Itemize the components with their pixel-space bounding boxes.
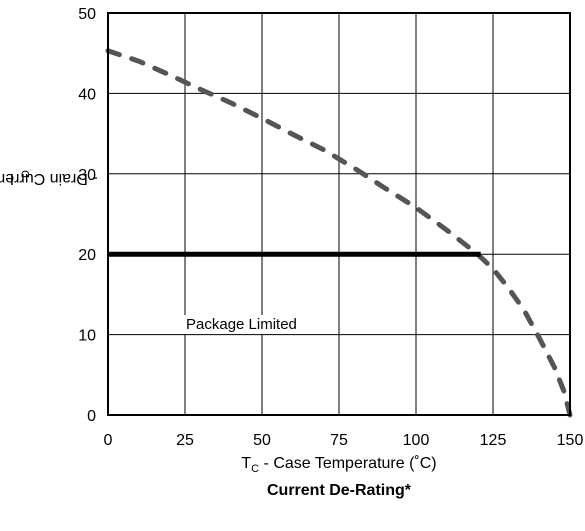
x-tick-label: 150	[557, 432, 584, 449]
y-tick-label: 10	[78, 328, 96, 345]
x-tick-label: 100	[403, 432, 430, 449]
package-limited-annotation: Package Limited	[178, 315, 305, 334]
x-axis-label: TC - Case Temperature (˚C)	[241, 455, 437, 476]
derating-curve	[105, 48, 573, 418]
x-tick-label: 50	[253, 432, 271, 449]
x-tick-label: 25	[176, 432, 194, 449]
chart-title: Current De-Rating*	[266, 482, 411, 499]
x-tick-label: 0	[104, 432, 113, 449]
y-tick-label: 50	[78, 6, 96, 23]
y-tick-label: 30	[78, 167, 96, 184]
y-tick-label: 40	[78, 86, 96, 103]
x-tick-label: 125	[480, 432, 507, 449]
y-tick-label: 20	[78, 247, 96, 264]
y-tick-label: 0	[87, 408, 96, 425]
plot-border	[107, 12, 571, 416]
tick-labels: 0 25 50 75 100 125 150 0 10 20 30 40 50	[78, 6, 583, 449]
series-layer	[105, 48, 573, 418]
x-tick-label: 75	[330, 432, 348, 449]
plot-frame	[107, 12, 571, 416]
grid	[108, 13, 570, 415]
